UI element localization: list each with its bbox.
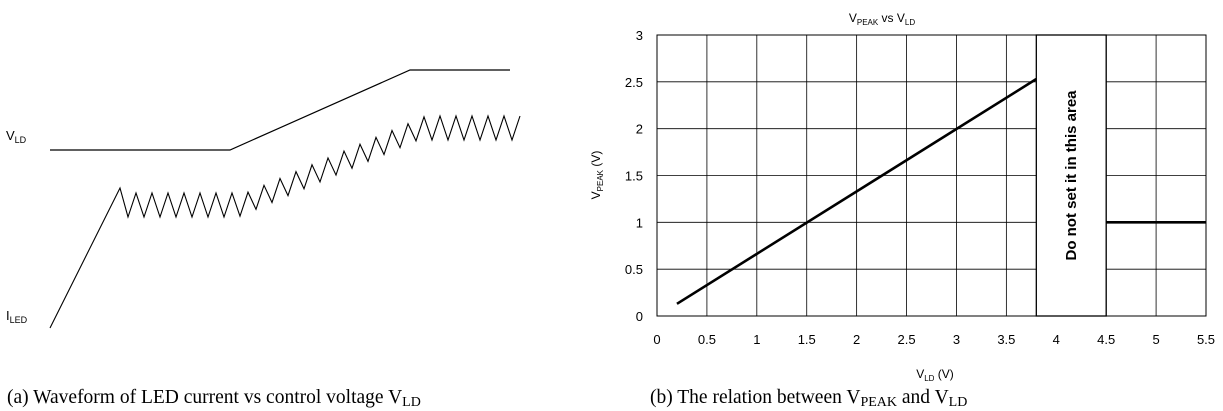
series-line-1 — [676, 77, 1037, 305]
y-tick-label: 0.5 — [625, 262, 643, 277]
y-tick-label: 1.5 — [625, 169, 643, 184]
x-tick-label: 3.5 — [997, 332, 1015, 347]
plot-frame — [656, 34, 1207, 317]
panel-b-chart: VPEAK vs VLD 0 0.5 1 1.5 2 2.5 3 3.5 4 4.5 5 5.5 00… — [589, 11, 1215, 410]
x-axis-label: VLD (V) — [916, 367, 954, 383]
grid-lines — [656, 34, 1207, 317]
y-tick-label: 2.5 — [625, 75, 643, 90]
caption-b: (b) The relation between VPEAK and VLD — [650, 387, 967, 410]
chart-title: VPEAK vs VLD — [849, 11, 915, 27]
x-tick-label: 0 — [653, 332, 660, 347]
caption-a: (a) Waveform of LED current vs control v… — [7, 387, 421, 410]
series-lines — [676, 77, 1206, 305]
x-tick-label: 1 — [753, 332, 760, 347]
x-tick-label: 5.5 — [1197, 332, 1215, 347]
y-tick-label: 2 — [636, 122, 643, 137]
x-tick-label: 2 — [853, 332, 860, 347]
x-tick-label: 1.5 — [798, 332, 816, 347]
y-tick-label: 1 — [636, 215, 643, 230]
x-tick-label: 2.5 — [898, 332, 916, 347]
forbidden-region-label: Do not set it in this area — [1063, 90, 1080, 261]
vld-label: VLD — [6, 128, 27, 145]
iled-label: ILED — [6, 308, 28, 325]
iled-trace — [49, 114, 521, 329]
x-tick-labels: 0 0.5 1 1.5 2 2.5 3 3.5 4 4.5 5 5.5 — [653, 332, 1215, 347]
vld-trace — [50, 69, 510, 151]
y-tick-label: 3 — [636, 28, 643, 43]
forbidden-region — [1035, 34, 1107, 317]
y-tick-labels: 0 0.5 1 1.5 2 2.5 3 — [625, 28, 643, 324]
panel-a-waveform: VLD ILED (a) Waveform of LED current vs … — [6, 69, 521, 410]
y-tick-label: 0 — [636, 309, 643, 324]
x-tick-label: 5 — [1152, 332, 1159, 347]
x-tick-label: 4.5 — [1097, 332, 1115, 347]
x-tick-label: 3 — [953, 332, 960, 347]
y-axis-label: VPEAK (V) — [589, 151, 605, 200]
x-tick-label: 0.5 — [698, 332, 716, 347]
x-tick-label: 4 — [1053, 332, 1060, 347]
